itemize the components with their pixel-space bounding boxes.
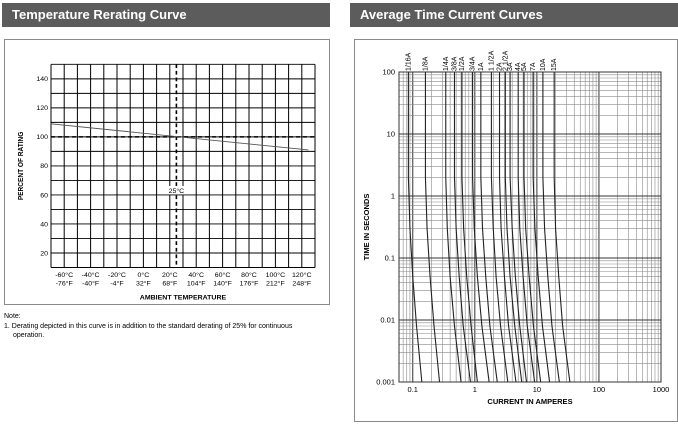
curve-label: 4A: [515, 62, 522, 71]
x-axis-title: AMBIENT TEMPERATURE: [140, 294, 227, 301]
temperature-rerating-panel: 25°C 20 40 60 80 100 120 140 -60°C -76°F -40°C -40°…: [4, 39, 330, 305]
time-current-curve: [424, 72, 441, 383]
x-tick-label-celsius: 20°C: [162, 271, 178, 279]
y-axis-title: TIME IN SECONDS: [362, 194, 371, 261]
curve-label: 3A: [507, 62, 514, 71]
curve-label: 1 1/2A: [488, 50, 495, 71]
time-current-curve: [490, 72, 509, 383]
y-tick-label: 0.001: [376, 378, 395, 387]
y-tick-label: 140: [36, 76, 48, 83]
x-tick-label-fahrenheit: 140°F: [213, 279, 232, 287]
x-tick-label-celsius: -60°C: [55, 271, 73, 279]
y-tick-label: 0.1: [385, 254, 395, 263]
x-tick-label-fahrenheit: -4°F: [110, 279, 123, 287]
time-current-panel: 1/16A 1/8A 1/4A 3/8A 1/2A 3/4A 1A 1 1/2A 2A 2 1/2…: [354, 39, 678, 422]
temperature-rerating-header: Temperature Rerating Curve: [2, 3, 330, 27]
time-current-curve: [504, 72, 523, 383]
y-tick-label: 10: [387, 130, 395, 139]
plot-frame: [398, 71, 662, 383]
x-tick-label-celsius: 40°C: [188, 271, 204, 279]
x-tick-label-fahrenheit: 212°F: [266, 279, 285, 287]
x-tick-label-fahrenheit: 104°F: [187, 279, 206, 287]
x-tick-label-celsius: -20°C: [108, 271, 126, 279]
curve-label: 10A: [540, 58, 547, 71]
y-tick-label: 40: [40, 221, 48, 228]
y-tick-label: 1: [391, 192, 395, 201]
reference-label-background: [166, 186, 187, 195]
x-tick-label-celsius: -40°C: [82, 271, 100, 279]
time-current-curve: [517, 72, 536, 383]
x-tick-label: 1000: [653, 385, 670, 394]
curve-label: 1A: [478, 62, 485, 71]
x-tick-label-fahrenheit: 68°F: [162, 279, 177, 287]
time-current-curve: [498, 72, 517, 383]
curve-label: 7A: [530, 62, 537, 71]
curve-label: 2 1/2A: [502, 50, 509, 71]
curve-label: 2A: [497, 62, 504, 71]
x-tick-label: 100: [593, 385, 606, 394]
time-current-curve: [532, 72, 551, 383]
time-current-header: Average Time Current Curves: [350, 3, 678, 27]
time-current-curve: [509, 72, 528, 383]
curve-label: 5A: [521, 62, 528, 71]
time-current-curve: [523, 72, 542, 383]
x-tick-label: 10: [533, 385, 541, 394]
time-current-curve: [453, 72, 471, 383]
curve-label: 1/8A: [422, 56, 429, 71]
x-tick-label: 1: [473, 385, 477, 394]
time-current-curve: [472, 72, 490, 383]
temperature-rerating-chart: 25°C 20 40 60 80 100 120 140 -60°C-76°F -40°C-40°…: [18, 63, 316, 301]
y-tick-label: 100: [36, 134, 48, 141]
rerating-curve-line: [50, 123, 309, 151]
y-axis-title: PERCENT OF RATING: [18, 132, 25, 201]
time-current-curve: [480, 72, 498, 383]
x-tick-label: 0.1: [408, 385, 418, 394]
note-title: Note:: [4, 313, 21, 320]
x-tick-label-fahrenheit: 176°F: [240, 279, 259, 287]
time-current-curve: [445, 72, 462, 383]
time-current-curve: [553, 72, 571, 383]
y-tick-label: 20: [40, 250, 48, 257]
curve-label: 1/4A: [443, 56, 450, 71]
x-tick-label-celsius: 0°C: [138, 271, 150, 279]
curve-label: 1/2A: [459, 56, 466, 71]
x-tick-label-celsius: 120°C: [292, 271, 312, 279]
time-current-curve: [542, 72, 560, 383]
curve-label: 3/4A: [470, 56, 477, 71]
y-tick-label: 100: [382, 68, 395, 77]
curve-label: 1/16A: [405, 52, 412, 71]
reference-label-25c: 25°C: [169, 187, 185, 195]
curve-label: 3/8A: [451, 56, 458, 71]
x-tick-label-fahrenheit: 248°F: [292, 279, 311, 287]
y-tick-label: 120: [36, 105, 48, 112]
x-tick-label-celsius: 60°C: [215, 271, 231, 279]
x-tick-label-celsius: 100°C: [266, 271, 286, 279]
curve-label: 15A: [551, 58, 558, 71]
x-tick-label-fahrenheit: -76°F: [56, 279, 73, 287]
time-current-chart: 1/16A 1/8A 1/4A 3/8A 1/2A 3/4A 1A 1 1/2A 2A2 1/2…: [362, 50, 670, 406]
y-tick-label: 0.01: [380, 316, 395, 325]
y-tick-label: 80: [40, 163, 48, 170]
x-tick-label-celsius: 80°C: [241, 271, 257, 279]
time-current-curve: [461, 72, 478, 383]
x-axis-title: CURRENT IN AMPERES: [487, 397, 572, 406]
time-current-curve: [407, 72, 423, 383]
y-tick-label: 60: [40, 192, 48, 199]
note-item: 1. Derating depicted in this curve is in…: [4, 323, 293, 339]
x-tick-label-fahrenheit: 32°F: [136, 279, 151, 287]
x-tick-label-fahrenheit: -40°F: [82, 279, 99, 287]
